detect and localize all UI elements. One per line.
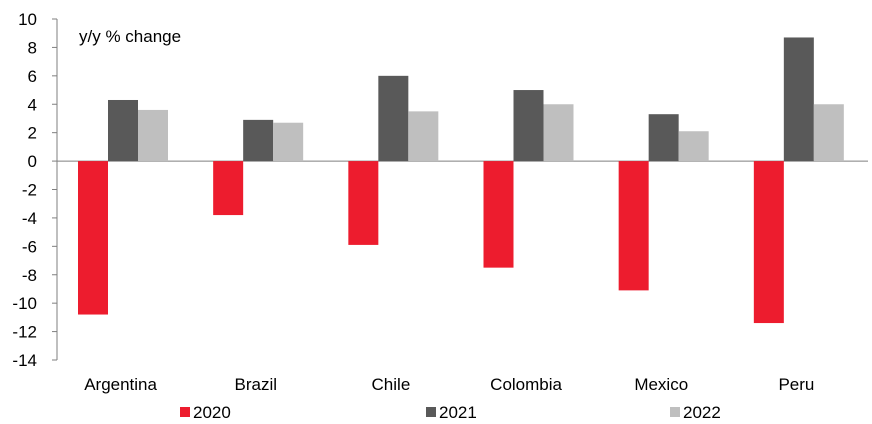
y-tick-label: -4 — [22, 209, 37, 228]
y-tick-label: 0 — [28, 152, 37, 171]
x-category-label: Chile — [372, 375, 411, 394]
legend-swatch-2020 — [180, 407, 190, 417]
y-tick-label: 2 — [28, 124, 37, 143]
legend-label-2021: 2021 — [439, 403, 477, 422]
bar-2020-colombia — [483, 161, 514, 268]
legend-label-2020: 2020 — [193, 403, 231, 422]
y-axis-label: y/y % change — [79, 27, 181, 46]
x-category-label: Argentina — [84, 375, 157, 394]
bar-2020-mexico — [618, 161, 649, 291]
bar-2021-argentina — [108, 99, 138, 162]
bar-2022-argentina — [138, 109, 168, 162]
bar-2021-brazil — [243, 119, 274, 162]
bar-2020-argentina — [78, 161, 108, 315]
y-tick-label: 4 — [28, 95, 37, 114]
x-category-label: Brazil — [234, 375, 277, 394]
bar-2022-colombia — [543, 104, 574, 162]
legend-swatch-2021 — [426, 407, 436, 417]
bar-2022-brazil — [273, 122, 304, 162]
labels: 10 8 6 4 2 0 -2 -4 -6 -8 -10 -12 -14 y/y % change Arge… — [12, 10, 814, 394]
y-tick-label: -6 — [22, 237, 37, 256]
y-tick-label: -8 — [22, 266, 37, 285]
bar-2020-brazil — [213, 161, 244, 216]
x-category-label: Peru — [778, 375, 814, 394]
legend-label-2022: 2022 — [683, 403, 721, 422]
bar-2022-peru — [813, 104, 844, 162]
bar-2022-mexico — [678, 131, 709, 162]
x-category-label: Colombia — [490, 375, 562, 394]
bar-2021-peru — [783, 37, 814, 162]
y-tick-label: 10 — [18, 10, 37, 29]
bar-2020-chile — [348, 161, 379, 245]
y-tick-label: 6 — [28, 67, 37, 86]
y-tick-label: -12 — [12, 323, 37, 342]
y-tick-label: -14 — [12, 351, 37, 370]
y-tick-label: -10 — [12, 294, 37, 313]
axes — [52, 18, 868, 361]
legend: 2020 2021 2022 — [180, 403, 721, 422]
bar-2021-colombia — [513, 90, 544, 162]
x-category-label: Mexico — [634, 375, 688, 394]
bar-2021-mexico — [648, 114, 679, 162]
y-tick-label: 8 — [28, 38, 37, 57]
bar-2022-chile — [408, 111, 439, 162]
bar-2021-chile — [378, 75, 409, 162]
y-tick-label: -2 — [22, 181, 37, 200]
legend-swatch-2022 — [670, 407, 680, 417]
bars — [78, 37, 844, 324]
bar-2020-peru — [753, 161, 784, 324]
